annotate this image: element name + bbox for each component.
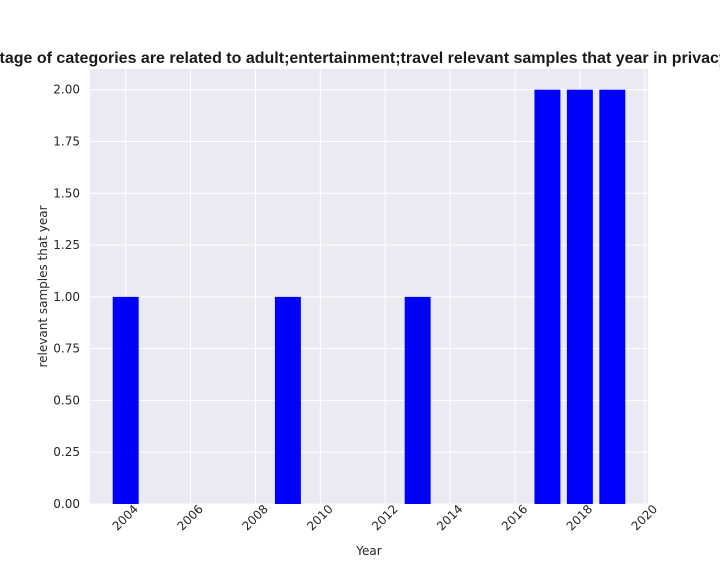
plot-area [90,69,648,504]
chart-title: Percentage of categories are related to … [0,50,720,67]
x-tick-label: 2016 [499,502,530,533]
bar [566,89,593,504]
x-tick-label: 2008 [239,502,270,533]
bar [274,296,301,504]
y-tick-label: 0.25 [53,445,80,459]
x-axis-label: Year [355,544,381,558]
bar [534,89,561,504]
bar [599,89,626,504]
y-tick-label: 1.75 [53,135,80,149]
x-tick-label: 2014 [434,502,465,533]
x-tick-label: 2010 [304,502,335,533]
bar [404,296,431,504]
y-axis-label: relevant samples that year [36,205,50,367]
y-tick-label: 1.50 [53,186,80,200]
x-tick-label: 2004 [110,502,141,533]
x-tick-label: 2018 [564,502,595,533]
y-tick-labels: 0.00 0.25 0.50 0.75 1.00 1.25 1.50 1.75 2.00 [53,83,80,511]
y-tick-label: 2.00 [53,83,80,97]
y-tick-label: 1.00 [53,290,80,304]
x-tick-label: 2012 [369,502,400,533]
x-tick-label: 2006 [174,502,205,533]
bars [112,89,626,504]
y-tick-label: 0.00 [53,497,80,511]
bar [112,296,139,504]
y-tick-label: 0.75 [53,342,80,356]
x-tick-labels: 2004 2006 2008 2010 2012 2014 2016 2018 2020 [110,502,661,533]
x-tick-label: 2020 [629,502,660,533]
y-tick-label: 1.25 [53,238,80,252]
y-tick-label: 0.50 [53,393,80,407]
